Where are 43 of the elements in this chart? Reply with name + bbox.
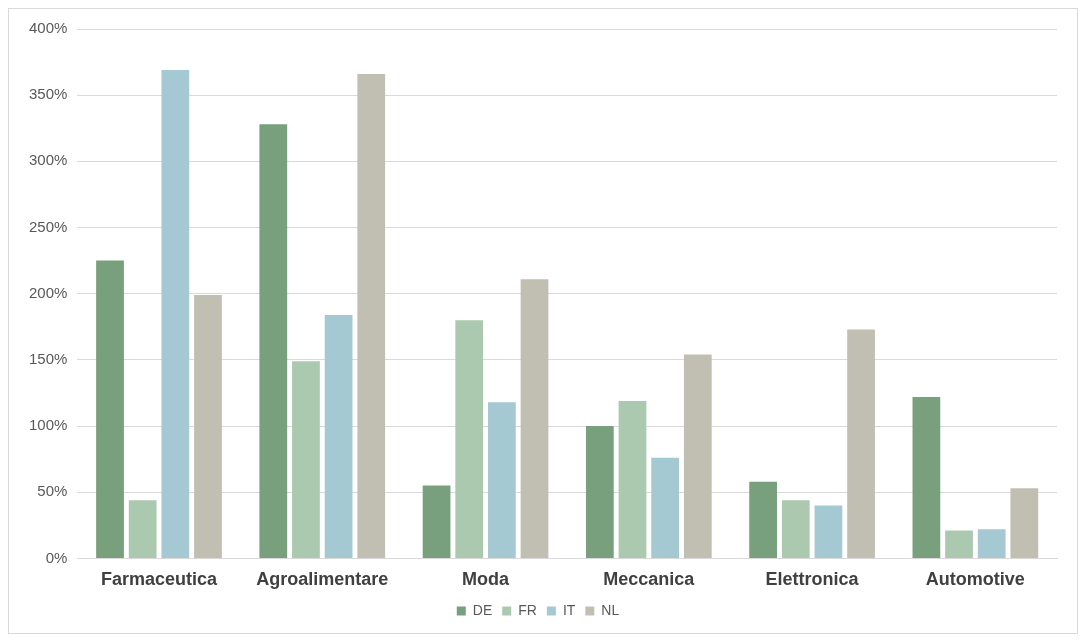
y-tick-label: 150%: [28, 350, 68, 368]
bar: [618, 400, 647, 558]
x-tick-label: Farmaceutica: [100, 569, 219, 590]
bar: [912, 396, 941, 558]
bar: [683, 354, 712, 558]
y-tick-label: 200%: [28, 283, 68, 301]
bar: [781, 500, 810, 558]
legend-label: NL: [601, 601, 620, 618]
y-tick-label: 100%: [28, 416, 68, 434]
bar: [814, 505, 843, 558]
x-tick-label: Agroalimentare: [256, 569, 389, 590]
bar: [96, 260, 124, 558]
bar: [128, 500, 157, 558]
y-tick-label: 250%: [28, 217, 68, 235]
bar: [488, 402, 516, 558]
bar: [324, 314, 353, 558]
bar: [585, 426, 614, 558]
bar: [945, 530, 973, 558]
bar: [651, 457, 680, 558]
bar: [1010, 488, 1039, 558]
x-tick-label: Meccanica: [603, 569, 696, 590]
bar: [259, 124, 288, 558]
bar: [847, 329, 875, 558]
bar: [357, 74, 386, 558]
bar: [977, 529, 1006, 558]
x-tick-label: Elettronica: [765, 569, 860, 590]
bar: [161, 70, 190, 558]
legend-label: DE: [472, 601, 493, 618]
x-tick-label: Automotive: [925, 569, 1025, 590]
x-tick-label: Moda: [462, 569, 511, 590]
bar: [455, 320, 484, 558]
bar: [520, 279, 549, 558]
y-tick-label: 300%: [28, 151, 68, 169]
y-tick-label: 350%: [28, 85, 68, 103]
bar: [749, 481, 777, 558]
legend-label: FR: [518, 601, 537, 618]
bar: [292, 361, 320, 558]
bar: [194, 295, 222, 558]
y-tick-label: 0%: [45, 548, 68, 566]
legend-label: IT: [562, 601, 576, 618]
y-tick-label: 400%: [28, 19, 68, 37]
y-tick-label: 50%: [37, 482, 68, 500]
bar: [422, 485, 451, 558]
